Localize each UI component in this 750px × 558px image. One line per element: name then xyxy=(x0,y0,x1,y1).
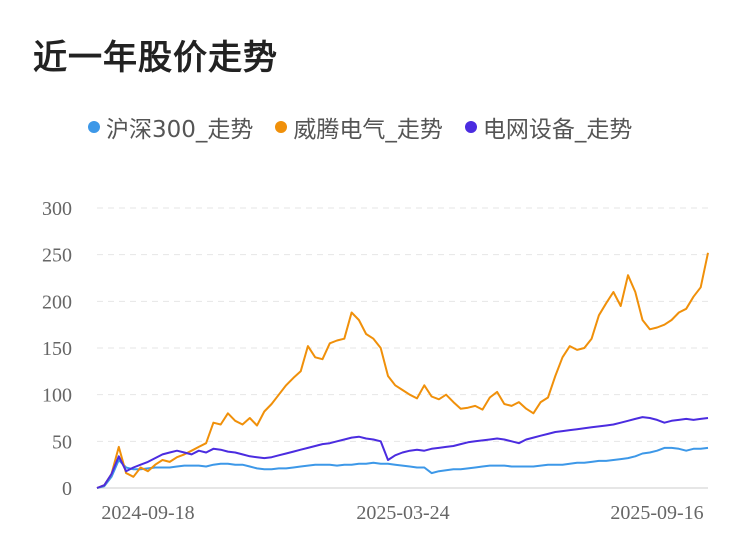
legend: 沪深300_走势 威腾电气_走势 电网设备_走势 xyxy=(88,110,632,144)
legend-label-weiteng: 威腾电气_走势 xyxy=(293,117,443,143)
legend-dot-grid-equipment xyxy=(464,121,477,133)
y-tick-label: 150 xyxy=(42,338,72,360)
y-tick-label: 50 xyxy=(52,431,72,453)
grid-lines xyxy=(97,207,708,489)
x-tick-label: 2025-09-16 xyxy=(610,502,703,524)
series-line-1 xyxy=(96,252,709,489)
x-tick-label: 2025-03-24 xyxy=(356,502,449,524)
y-tick-label: 100 xyxy=(42,385,72,407)
y-axis-ticks: 0 50 100 150 200 250 300 xyxy=(42,198,72,500)
legend-label-hs300: 沪深300_走势 xyxy=(106,117,254,143)
legend-item-grid-equipment[interactable]: 电网设备_走势 xyxy=(464,110,633,144)
y-tick-label: 200 xyxy=(42,291,72,313)
y-tick-label: 0 xyxy=(62,478,72,500)
x-tick-label: 2024-09-18 xyxy=(101,502,194,524)
legend-item-weiteng[interactable]: 威腾电气_走势 xyxy=(275,110,443,144)
series-line-0 xyxy=(96,446,709,489)
series-lines xyxy=(96,252,709,489)
legend-item-hs300[interactable]: 沪深300_走势 xyxy=(88,110,253,144)
legend-dot-weiteng xyxy=(275,121,288,133)
y-tick-label: 300 xyxy=(42,198,72,220)
chart-title: 近一年股价走势 xyxy=(33,38,278,78)
legend-dot-hs300 xyxy=(88,121,100,133)
y-tick-label: 250 xyxy=(42,245,72,267)
legend-label-grid-equipment: 电网设备_走势 xyxy=(482,117,633,143)
series-line-2 xyxy=(96,416,709,489)
x-axis-ticks: 2024-09-18 2025-03-24 2025-09-16 xyxy=(101,502,703,524)
